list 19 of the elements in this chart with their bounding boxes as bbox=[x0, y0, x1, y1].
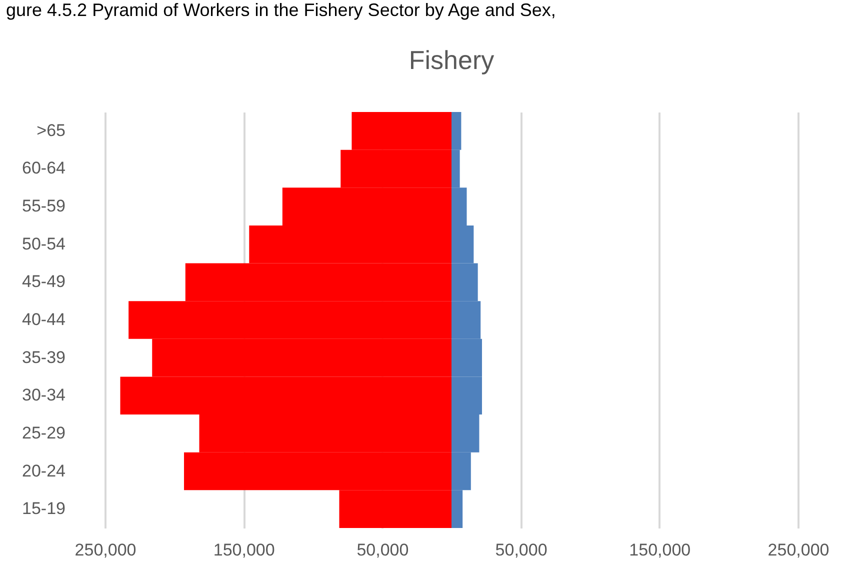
y-tick-label: 35-39 bbox=[22, 348, 66, 367]
y-tick-label: 55-59 bbox=[22, 196, 66, 216]
y-tick-label: 15-19 bbox=[22, 499, 66, 518]
x-tick-label: 150,000 bbox=[629, 540, 691, 560]
x-tick-label: 250,000 bbox=[768, 540, 830, 560]
y-tick-label: 60-64 bbox=[22, 158, 66, 178]
chart-title: Fishery bbox=[408, 45, 494, 75]
x-tick-label: 250,000 bbox=[74, 540, 136, 560]
x-tick-label: 150,000 bbox=[213, 540, 275, 560]
y-tick-label: 20-24 bbox=[22, 461, 66, 480]
y-tick-label: 45-49 bbox=[22, 272, 66, 292]
y-tick-label: >65 bbox=[36, 120, 66, 140]
y-tick-label: 50-54 bbox=[22, 234, 66, 254]
y-tick-label: 25-29 bbox=[22, 423, 66, 442]
x-tick-label: 50,000 bbox=[356, 540, 409, 560]
text: gure 4.5.2 Pyramid of Workers in the Fishery Sector by Age and Sex, bbox=[6, 0, 556, 20]
y-tick-label: 30-34 bbox=[22, 386, 66, 405]
y-tick-label: 40-44 bbox=[22, 310, 66, 329]
x-tick-label: 50,000 bbox=[495, 540, 548, 560]
